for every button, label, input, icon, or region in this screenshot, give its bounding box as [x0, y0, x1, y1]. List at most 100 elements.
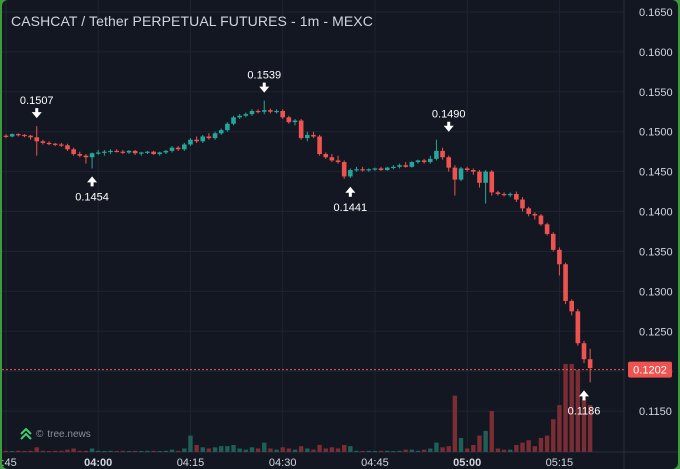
candle-body: [151, 151, 156, 155]
volume-bar: [538, 437, 544, 452]
candle-body: [323, 154, 329, 158]
volume-bar: [483, 430, 488, 452]
volume-bar: [372, 451, 378, 452]
volume-bar: [323, 448, 328, 452]
volume-bar: [182, 448, 187, 452]
candle-body: [514, 193, 519, 200]
volume-bar: [65, 449, 70, 452]
candle-body: [501, 193, 507, 196]
candle-body: [71, 149, 76, 155]
volume-bar: [305, 448, 310, 452]
volume-bar: [563, 364, 568, 452]
candle-body: [538, 215, 544, 225]
chart-title: CASHCAT / Tether PERPETUAL FUTURES - 1m …: [11, 13, 373, 29]
up-arrow-icon: [87, 176, 98, 187]
volume-bar: [557, 405, 562, 452]
volume-bar: [477, 435, 482, 452]
last-price-tag: [628, 361, 672, 378]
volume-bar: [255, 448, 261, 452]
volume-bar: [194, 444, 199, 452]
candle-body: [421, 160, 427, 163]
x-tick-label: 05:00: [453, 457, 481, 469]
candle-body: [206, 136, 212, 139]
candle-body: [261, 110, 267, 112]
candle-body: [304, 134, 310, 139]
volume-bar: [581, 399, 587, 452]
volume-bar: [249, 447, 255, 452]
volume-bar: [16, 450, 21, 452]
volume-bar: [341, 444, 347, 452]
last-price-label: 0.1202: [633, 365, 667, 377]
volume-bar: [587, 405, 593, 452]
volume-bar: [219, 446, 224, 452]
volume-bar: [544, 435, 550, 452]
candle-body: [15, 134, 21, 136]
volume-bar: [366, 450, 371, 452]
x-tick-label: 05:15: [546, 457, 574, 469]
volume-bar: [163, 450, 169, 452]
volume-bar: [409, 449, 415, 452]
volume-bar: [120, 450, 126, 452]
candle-body: [132, 150, 138, 154]
candle-body: [341, 162, 347, 177]
candle-body: [108, 150, 113, 153]
candle-body: [526, 208, 531, 214]
candle-body: [563, 264, 568, 301]
candle-body: [46, 142, 52, 145]
candle-body: [200, 136, 206, 142]
volume-bar: [151, 450, 156, 452]
candle-body: [163, 150, 169, 153]
candle-body: [65, 145, 70, 150]
volume-bar: [508, 449, 513, 452]
candle-body: [52, 143, 58, 145]
volume-bar: [102, 451, 107, 452]
candle-body: [415, 160, 421, 163]
volume-bar: [311, 449, 316, 452]
volume-bar: [292, 449, 298, 452]
volume-bar: [471, 444, 476, 452]
volume-bar: [575, 369, 581, 452]
candle-body: [3, 135, 9, 137]
volume-bar: [132, 450, 138, 452]
x-tick-label: 04:45: [361, 457, 389, 469]
candle-body: [372, 168, 378, 170]
annotation-label: 0.1454: [75, 191, 109, 203]
candle-body: [243, 114, 249, 116]
volume-bar: [231, 444, 236, 452]
candle-body: [507, 193, 513, 196]
candle-body: [452, 167, 458, 180]
volume-bar: [489, 410, 494, 452]
candle-body: [360, 169, 365, 171]
candle-body: [95, 152, 101, 154]
volume-bar: [415, 450, 421, 452]
volume-bar: [46, 451, 52, 452]
candle-body: [587, 359, 593, 368]
candle-body: [520, 199, 525, 209]
candle-body: [274, 110, 279, 113]
candle-body: [145, 151, 150, 153]
candle-body: [446, 157, 452, 168]
candle-body: [471, 170, 476, 172]
volume-bar: [114, 451, 119, 452]
volume-bar: [274, 449, 279, 452]
volume-bar: [520, 442, 525, 452]
candle-body: [397, 165, 402, 167]
volume-bar: [22, 451, 27, 452]
candle-body: [169, 147, 175, 151]
candle-body: [175, 147, 181, 150]
candle-body: [218, 130, 224, 134]
candle-body: [366, 169, 372, 171]
y-tick-label: 0.1250: [639, 326, 673, 338]
volume-bar: [52, 450, 58, 452]
volume-bar: [421, 449, 427, 452]
volume-bar: [40, 450, 46, 452]
candle-body: [138, 152, 144, 154]
y-tick-label: 0.1350: [639, 246, 673, 258]
volume-bar: [434, 442, 439, 452]
candle-body: [311, 134, 316, 137]
up-arrow-icon: [345, 186, 356, 197]
candle-body: [194, 139, 199, 142]
candle-body: [569, 300, 575, 312]
